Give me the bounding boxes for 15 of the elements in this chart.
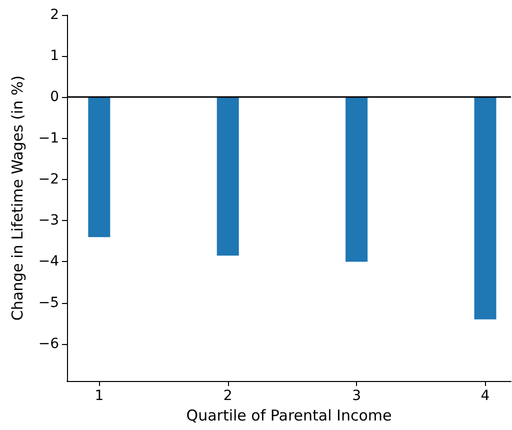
y-axis-title: Change in Lifetime Wages (in %) bbox=[8, 75, 26, 321]
y-tick-label: −2 bbox=[38, 171, 59, 188]
y-tick-label: −1 bbox=[38, 130, 59, 146]
y-tick-label: −3 bbox=[38, 212, 59, 229]
x-tick-label: 3 bbox=[352, 388, 362, 404]
y-tick-label: 2 bbox=[50, 7, 59, 23]
y-tick-label: 1 bbox=[50, 48, 59, 64]
x-tick-label: 1 bbox=[94, 388, 104, 404]
y-tick-label: −4 bbox=[38, 254, 60, 270]
y-tick-label: 0 bbox=[50, 89, 59, 106]
x-axis-title: Quartile of Parental Income bbox=[186, 406, 392, 424]
y-tick-label: −5 bbox=[38, 294, 59, 311]
x-tick-label: 4 bbox=[480, 388, 490, 404]
y-tick-label: −6 bbox=[38, 336, 60, 352]
x-tick-label: 2 bbox=[223, 388, 232, 404]
